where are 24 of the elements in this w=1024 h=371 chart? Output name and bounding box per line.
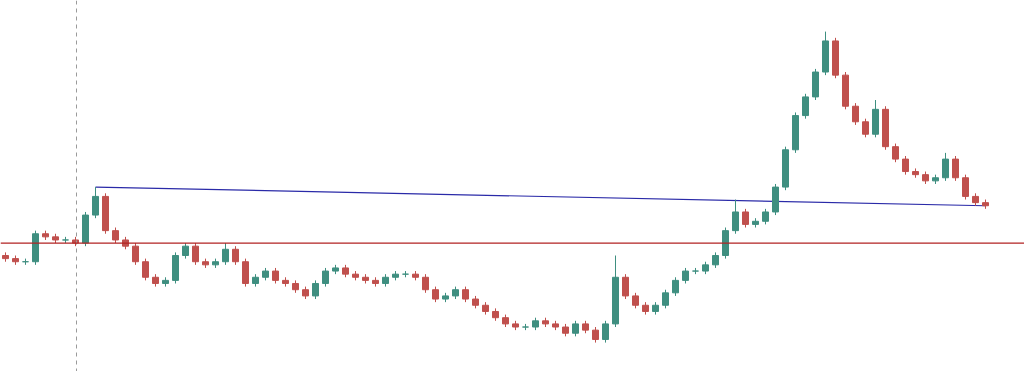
candlestick: [232, 245, 239, 266]
candlestick: [622, 273, 629, 300]
candlestick: [312, 279, 319, 300]
candlestick: [672, 276, 679, 297]
candlestick: [802, 93, 809, 120]
candlestick: [862, 118, 869, 138]
candlestick: [892, 143, 899, 163]
candlestick: [422, 273, 429, 294]
candlestick: [602, 320, 609, 344]
candlestick: [322, 267, 329, 288]
candlestick: [952, 155, 959, 182]
candlestick: [732, 199, 739, 235]
candlestick: [142, 258, 149, 281]
candlestick: [132, 242, 139, 266]
candlestick: [942, 152, 949, 182]
candlestick: [222, 242, 229, 266]
candlestick: [962, 174, 969, 201]
candlestick: [192, 242, 199, 266]
candlestick: [92, 186, 99, 219]
candlestick: [742, 208, 749, 229]
candlestick: [852, 102, 859, 126]
candlestick: [662, 289, 669, 309]
candlestick: [242, 258, 249, 288]
candlestick: [902, 155, 909, 176]
